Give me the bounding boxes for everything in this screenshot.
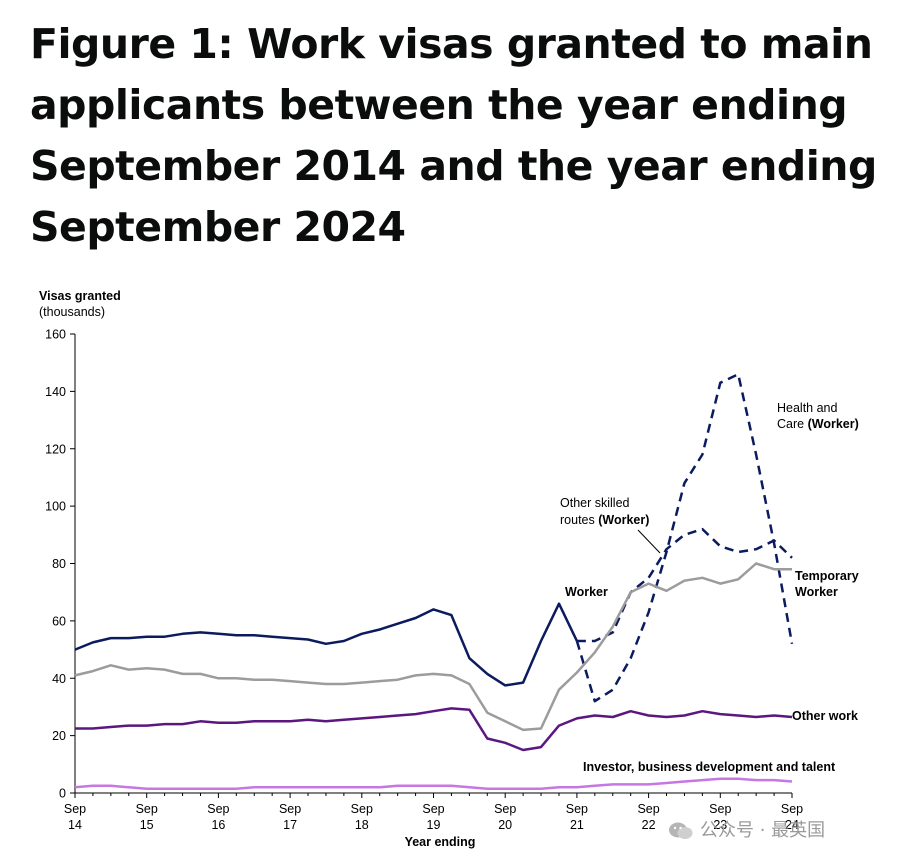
series-line-temporary-worker	[74, 562, 792, 732]
y-tick-label: 40	[52, 672, 66, 686]
annotation-tw2-text: Worker	[795, 585, 838, 599]
wechat-icon	[668, 821, 694, 841]
y-tick-label: 160	[45, 328, 66, 342]
x-tick-label: Sep	[207, 802, 229, 816]
x-tick-label: 22	[642, 818, 656, 832]
annotation-worker-text: Worker	[565, 585, 608, 599]
x-tick-label: 16	[211, 818, 225, 832]
x-tick-label: 21	[570, 818, 584, 832]
x-tick-label: Sep	[351, 802, 373, 816]
y-tick-label: 120	[45, 442, 66, 456]
annotation-osr1-text: Other skilled	[560, 496, 630, 510]
annotation-osr2b: (Worker)	[598, 513, 649, 527]
annotation-inv: Investor, business development and talen…	[583, 760, 836, 774]
y-tick-label: 0	[59, 787, 66, 801]
annotation-inv-text: Investor, business development and talen…	[583, 760, 836, 774]
y-tick-label: 140	[45, 385, 66, 399]
x-tick-label: Sep	[566, 802, 588, 816]
x-tick-label: 17	[283, 818, 297, 832]
x-tick-label: Sep	[637, 802, 659, 816]
chart-axes: Visas granted (thousands) 0 20 40 60 80 100 120 1…	[39, 289, 803, 849]
annotation-tw1: Temporary	[795, 569, 859, 583]
annotation-hc1-text: Health and	[777, 401, 838, 415]
y-axis-title: Visas granted	[39, 289, 121, 303]
x-tick-label: Sep	[422, 802, 444, 816]
series-line-investor-business-development-and-talent	[74, 777, 793, 790]
x-tick-label: 24	[785, 818, 799, 832]
annotation-ow-text: Other work	[792, 709, 858, 723]
chart-labels: Worker Health and Care (Worker) Other skill…	[560, 401, 859, 774]
x-tick-label: Sep	[64, 802, 86, 816]
x-tick-label: 20	[498, 818, 512, 832]
y-axis-subtitle: (thousands)	[39, 305, 105, 319]
y-tick-label: 20	[52, 729, 66, 743]
annotation-leader-line	[637, 529, 661, 554]
y-tick-label: 60	[52, 614, 66, 628]
annotation-osr1: Other skilled	[560, 496, 630, 510]
watermark-text: 公众号 · 最英国	[700, 820, 826, 841]
series-line-other-skilled-routes-worker	[576, 527, 793, 643]
annotation-worker: Worker	[565, 585, 608, 599]
series-line-health-and-care-worker	[575, 372, 794, 703]
x-tick-label: Sep	[709, 802, 731, 816]
x-tick-label: Sep	[279, 802, 301, 816]
x-axis-title: Year ending	[405, 835, 476, 849]
chart-series	[74, 372, 794, 790]
y-tick-label: 100	[45, 500, 66, 514]
x-tick-label: 23	[713, 818, 727, 832]
x-tick-label: 19	[427, 818, 441, 832]
x-tick-label: Sep	[781, 802, 803, 816]
watermark: 公众号 · 最英国	[668, 816, 825, 842]
x-tick-label: 15	[140, 818, 154, 832]
annotation-hc1: Health and	[777, 401, 838, 415]
annotation-hc2a: Care (Worker)	[777, 417, 859, 431]
annotation-tw2: Worker	[795, 585, 838, 599]
y-tick-label: 80	[52, 557, 66, 571]
annotation-hc2b: (Worker)	[808, 417, 859, 431]
series-line-other-work	[75, 707, 793, 752]
figure-title: Figure 1: Work visas granted to main app…	[30, 20, 877, 251]
annotation-osr2a: routes (Worker)	[560, 513, 649, 527]
series-line-worker	[74, 602, 579, 687]
x-tick-label: 18	[355, 818, 369, 832]
x-tick-label: 14	[68, 818, 82, 832]
x-tick-label: Sep	[494, 802, 516, 816]
x-tick-label: Sep	[136, 802, 158, 816]
annotation-osr2a-text: routes	[560, 513, 598, 527]
annotation-ow: Other work	[792, 709, 858, 723]
annotation-tw1-text: Temporary	[795, 569, 859, 583]
annotation-hc2a-text: Care	[777, 417, 808, 431]
